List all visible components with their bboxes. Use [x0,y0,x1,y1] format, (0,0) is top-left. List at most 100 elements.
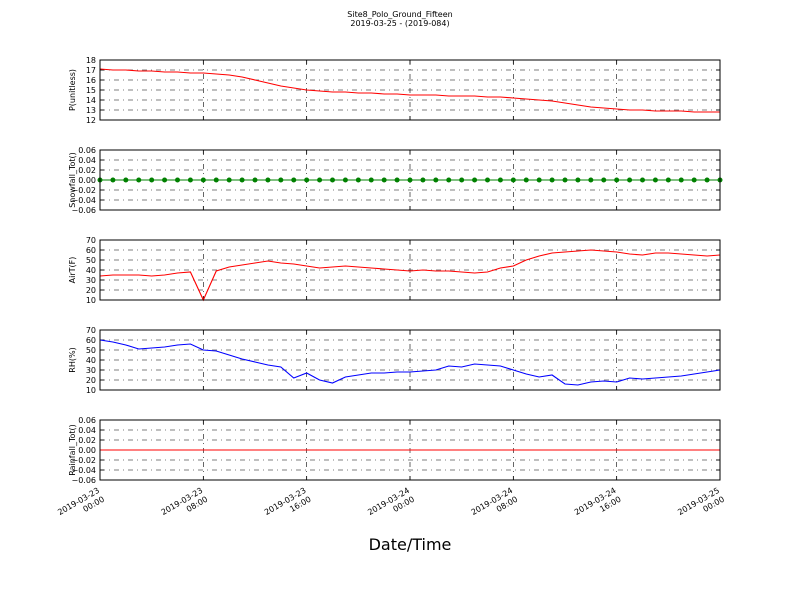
data-point [575,177,581,183]
plot-frame [99,419,721,481]
y-tick-label: −0.02 [71,186,96,195]
y-tick-label: 70 [86,236,96,245]
data-point [136,177,142,183]
data-point [446,177,452,183]
y-axis-label: P(unitless) [68,69,77,111]
y-tick-label: 30 [86,366,96,375]
y-tick-label: 17 [86,66,96,75]
y-tick-label: 10 [86,296,96,305]
y-tick-label: 50 [86,256,96,265]
y-tick-label: 12 [86,116,96,125]
data-point [265,177,271,183]
data-point [278,177,284,183]
data-point [665,177,671,183]
data-point [497,177,503,183]
x-tick-label: 2019-03-2408:00 [470,486,520,526]
y-tick-label: 0.06 [78,416,96,425]
data-point [485,177,490,183]
y-axis-label: AirT(F) [68,257,77,284]
y-tick-label: 60 [86,246,96,255]
data-point [162,177,168,183]
data-point [433,177,439,183]
data-point [330,177,335,183]
data-point [291,177,297,183]
y-tick-label: 10 [86,386,96,395]
x-tick-label: 2019-03-2500:00 [676,486,726,526]
y-tick-label: 40 [86,266,96,275]
plot-frame [99,329,721,391]
data-point [536,177,542,183]
y-tick-label: 70 [86,326,96,335]
x-axis-label: Date/Time [369,535,452,554]
y-tick-label: 18 [86,56,96,65]
data-point [226,177,232,183]
data-point [213,177,219,183]
y-tick-label: 0.02 [78,166,96,175]
data-point [304,177,310,183]
data-point [562,177,568,183]
data-point [691,177,697,183]
data-point [510,177,516,183]
y-tick-label: 0.00 [78,446,96,455]
plot-frame [99,239,721,301]
y-tick-label: 30 [86,276,96,285]
data-point [200,177,206,183]
data-point [368,177,374,183]
y-axis-label: Snowfall_Tot() [68,152,77,208]
data-point [175,177,180,183]
data-point [317,177,323,183]
data-point [394,177,400,183]
y-tick-label: 20 [86,376,96,385]
data-point [355,177,361,183]
y-tick-label: −0.04 [71,466,96,475]
x-tick-label: 2019-03-2300:00 [56,486,106,526]
data-point [123,177,129,183]
y-tick-label: 14 [86,96,96,105]
data-point [652,177,658,183]
data-point [459,177,465,183]
data-point [472,177,478,183]
data-point [342,177,348,183]
data-point [523,177,529,183]
y-tick-label: −0.06 [71,476,96,485]
data-line [99,68,720,113]
chart-title: Site8_Polo_Ground_Fifteen [347,10,452,19]
plot-frame [99,149,721,211]
data-point [588,177,594,183]
y-tick-label: 0.00 [78,176,96,185]
y-tick-label: 0.04 [78,426,96,435]
y-tick-label: 50 [86,346,96,355]
chart-subtitle: 2019-03-25 - (2019-084) [350,19,449,28]
data-point [549,177,555,183]
data-point [381,177,387,183]
data-point [678,177,684,183]
x-tick-label: 2019-03-2416:00 [573,486,623,526]
data-point [704,177,710,183]
y-axis-label: RH(%) [68,347,77,372]
y-tick-label: 40 [86,356,96,365]
data-point [110,177,116,183]
y-tick-label: 0.02 [78,436,96,445]
y-tick-label: 16 [86,76,96,85]
data-point [407,177,413,183]
data-point [187,177,193,183]
y-tick-label: −0.02 [71,456,96,465]
y-tick-label: 20 [86,286,96,295]
data-point [252,177,258,183]
data-point [614,177,620,183]
data-point [149,177,155,183]
plot-frame [99,59,721,121]
y-axis-label: Rainfall_Tot() [68,424,77,476]
y-tick-label: 15 [86,86,96,95]
y-tick-label: −0.06 [71,206,96,215]
y-tick-label: 13 [86,106,96,115]
x-tick-label: 2019-03-2400:00 [366,486,416,526]
data-line [99,339,721,386]
y-tick-label: 0.06 [78,146,96,155]
data-point [627,177,633,183]
y-tick-label: 0.04 [78,156,96,165]
data-point [601,177,607,183]
y-tick-label: −0.04 [71,196,96,205]
x-tick-label: 2019-03-2308:00 [160,486,210,526]
